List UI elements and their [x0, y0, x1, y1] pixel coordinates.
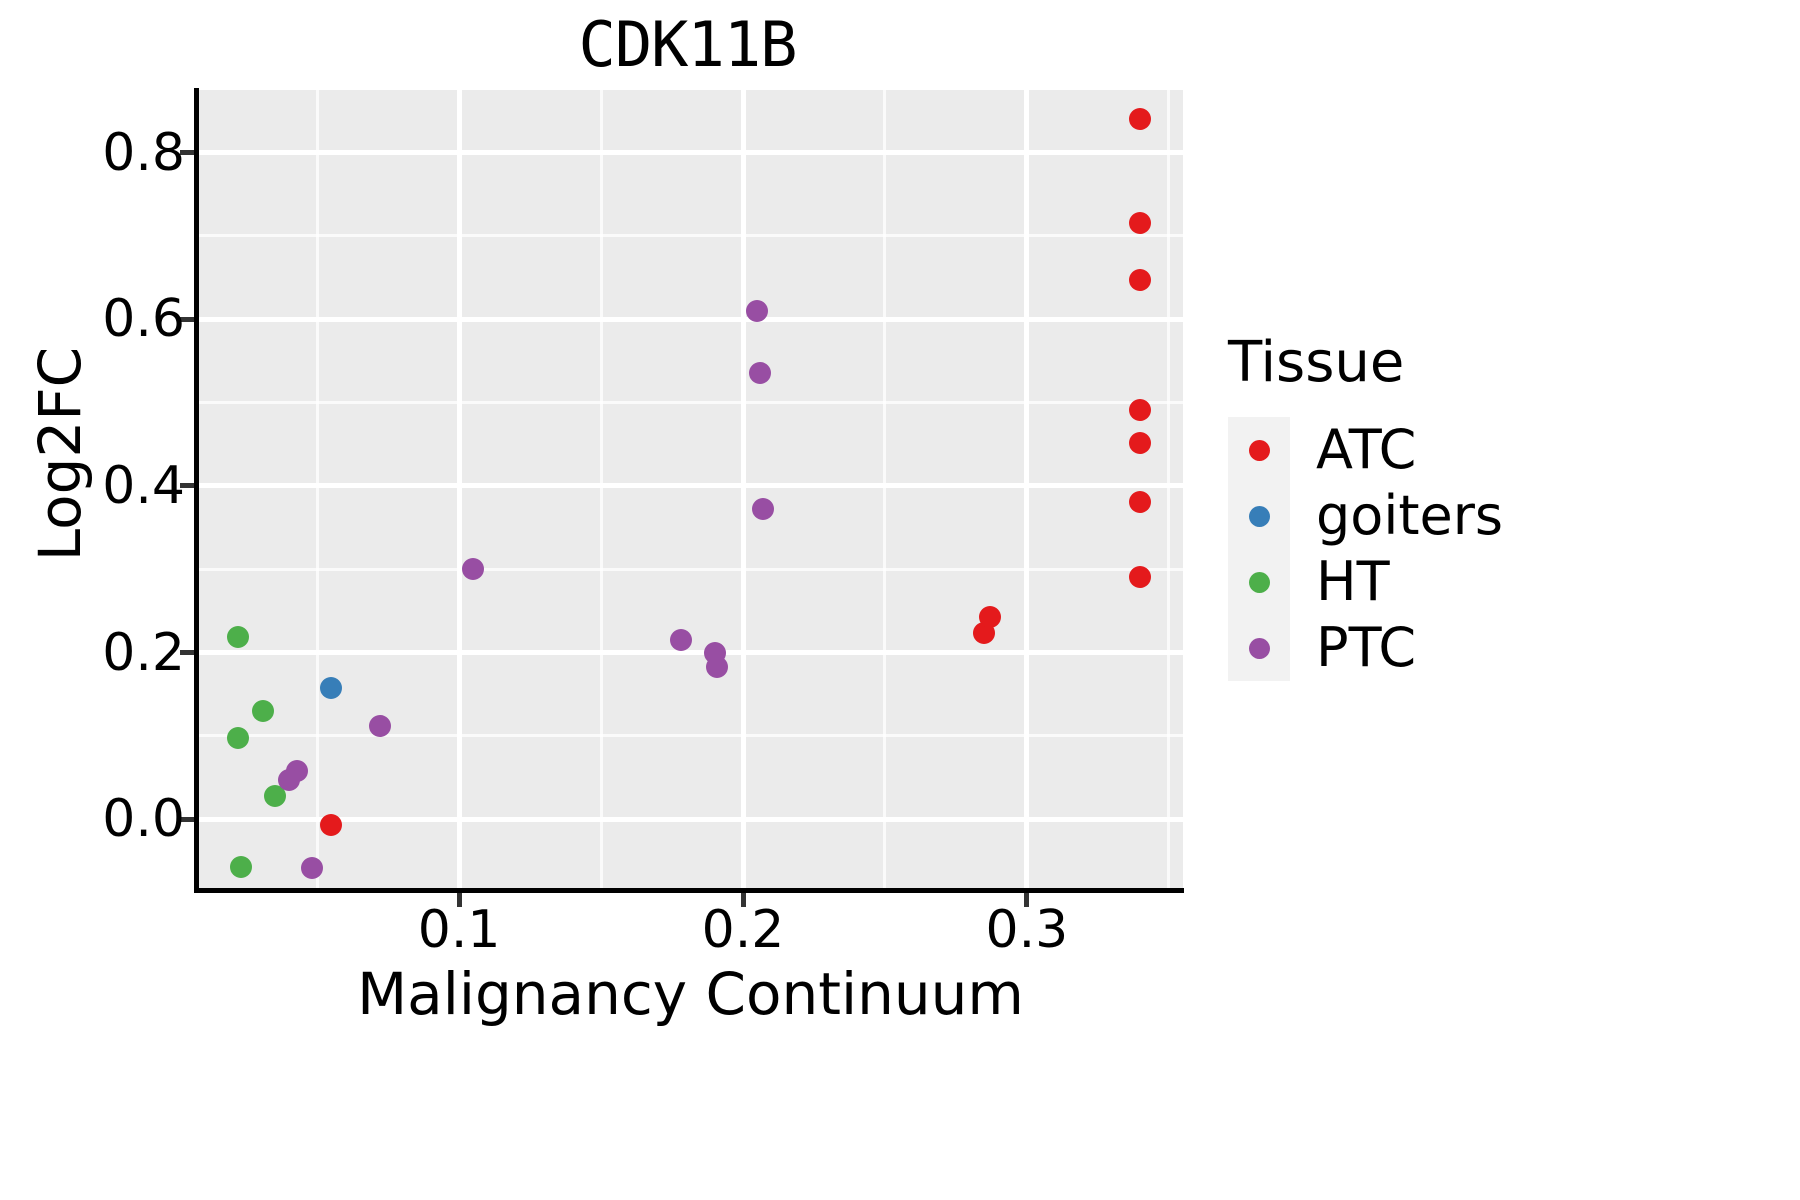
gridline-major-horizontal	[198, 816, 1183, 822]
data-point-ptc	[300, 856, 323, 879]
data-point-ptc	[462, 558, 485, 581]
data-point-ht	[226, 726, 249, 749]
y-tick-label: 0.4	[102, 455, 185, 516]
gridline-minor-horizontal	[198, 401, 1183, 404]
data-point-ht	[226, 625, 249, 648]
gridline-major-horizontal	[198, 483, 1183, 489]
legend-title: Tissue	[1228, 330, 1405, 395]
y-axis-title: Log2FC	[26, 346, 94, 562]
data-point-atc	[320, 814, 343, 836]
legend-item-atc[interactable]: ATC	[1228, 417, 1648, 483]
x-axis-line	[194, 888, 1184, 893]
x-tick-mark	[740, 893, 746, 907]
page-title: CDK11B	[578, 8, 798, 81]
legend: Tissue ATC goiters HT PTC	[1228, 330, 1648, 681]
gridline-minor-vertical	[315, 90, 319, 890]
gridline-major-horizontal	[198, 316, 1183, 322]
data-point-atc	[1129, 269, 1152, 291]
y-axis-line	[194, 88, 199, 892]
legend-dot-icon	[1248, 571, 1270, 593]
data-point-ptc	[669, 629, 692, 651]
y-tick-label: 0.6	[102, 289, 185, 350]
data-point-atc	[1129, 399, 1152, 421]
data-point-atc	[1129, 490, 1152, 513]
gridline-major-vertical	[740, 90, 746, 890]
legend-items: ATC goiters HT PTC	[1228, 417, 1648, 681]
legend-item-label: PTC	[1316, 616, 1417, 679]
legend-item-label: ATC	[1316, 418, 1417, 481]
data-point-ht	[252, 699, 275, 722]
x-axis-title: Malignancy Continuum	[357, 960, 1024, 1028]
x-tick-mark	[1024, 893, 1030, 907]
x-tick-label: 0.3	[985, 900, 1069, 960]
legend-key-swatch	[1228, 615, 1290, 681]
data-point-atc	[1129, 565, 1152, 588]
x-tick-label: 0.2	[701, 900, 785, 960]
data-point-ptc	[277, 769, 300, 791]
legend-item-goiters[interactable]: goiters	[1228, 483, 1648, 549]
gridline-minor-horizontal	[198, 734, 1183, 738]
y-tick-mark	[180, 816, 194, 822]
data-point-ht	[229, 855, 252, 878]
data-point-atc	[978, 605, 1001, 628]
data-point-ptc	[749, 362, 772, 385]
y-tick-label: 0.0	[102, 789, 185, 850]
y-tick-mark	[180, 150, 194, 155]
legend-key-swatch	[1228, 417, 1290, 483]
legend-key-swatch	[1228, 549, 1290, 615]
legend-item-label: HT	[1316, 550, 1390, 613]
gridline-minor-horizontal	[198, 234, 1183, 238]
data-point-ptc	[746, 299, 769, 322]
gridline-major-vertical	[1024, 90, 1030, 890]
x-tick-label: 0.1	[417, 900, 501, 960]
legend-dot-icon	[1248, 439, 1270, 461]
y-tick-label: 0.8	[102, 122, 185, 183]
gridline-minor-vertical	[599, 90, 603, 890]
gridline-major-horizontal	[198, 650, 1183, 655]
gridline-major-horizontal	[198, 150, 1183, 155]
legend-item-ptc[interactable]: PTC	[1228, 615, 1648, 681]
gridline-minor-horizontal	[198, 567, 1183, 571]
data-point-atc	[1129, 431, 1152, 454]
gridline-minor-vertical	[883, 90, 887, 890]
gridline-major-vertical	[456, 90, 462, 890]
legend-dot-icon	[1248, 505, 1270, 527]
y-tick-mark	[180, 483, 194, 489]
data-point-goiters	[320, 677, 343, 700]
data-point-ptc	[368, 714, 391, 737]
legend-item-ht[interactable]: HT	[1228, 549, 1648, 615]
data-point-atc	[1129, 108, 1152, 131]
gridline-minor-vertical	[1167, 90, 1171, 890]
data-point-ptc	[751, 498, 774, 521]
x-tick-mark	[456, 893, 462, 907]
data-point-atc	[1129, 211, 1152, 234]
legend-dot-icon	[1248, 637, 1270, 659]
data-point-ptc	[706, 655, 729, 678]
y-tick-mark	[180, 316, 194, 322]
legend-key-swatch	[1228, 483, 1290, 549]
plot-panel	[198, 90, 1183, 890]
legend-item-label: goiters	[1316, 484, 1504, 547]
y-tick-mark	[180, 650, 194, 655]
y-tick-label: 0.2	[102, 622, 185, 683]
data-point-ht	[263, 784, 286, 807]
